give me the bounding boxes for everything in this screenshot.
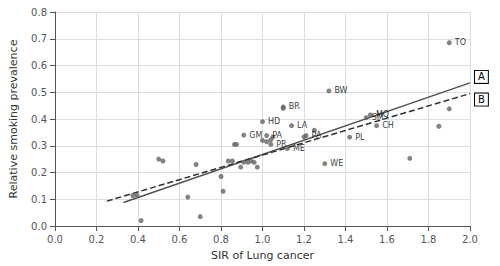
svg-text:LA: LA xyxy=(297,121,308,130)
svg-text:PR: PR xyxy=(276,140,287,149)
svg-text:0.8: 0.8 xyxy=(31,7,47,18)
svg-text:A: A xyxy=(478,71,485,82)
svg-text:PA: PA xyxy=(312,131,322,140)
svg-text:0.4: 0.4 xyxy=(130,234,146,245)
svg-text:CH: CH xyxy=(382,121,394,130)
svg-text:0.1: 0.1 xyxy=(31,194,47,205)
svg-text:WE: WE xyxy=(330,159,343,168)
svg-text:0.7: 0.7 xyxy=(31,33,47,44)
svg-text:B: B xyxy=(478,94,485,105)
svg-text:1.8: 1.8 xyxy=(421,234,437,245)
svg-text:BW: BW xyxy=(334,86,347,95)
svg-text:TO: TO xyxy=(454,38,466,47)
svg-text:1.6: 1.6 xyxy=(379,234,395,245)
svg-text:0.0: 0.0 xyxy=(47,234,63,245)
svg-text:0.5: 0.5 xyxy=(31,87,47,98)
svg-text:0.0: 0.0 xyxy=(31,221,47,232)
svg-text:ME: ME xyxy=(293,144,305,153)
svg-text:SIR of Lung cancer: SIR of Lung cancer xyxy=(211,249,314,262)
svg-text:0.6: 0.6 xyxy=(31,60,47,71)
svg-text:MQ: MQ xyxy=(376,110,389,119)
svg-text:1.0: 1.0 xyxy=(255,234,271,245)
svg-text:0.2: 0.2 xyxy=(31,167,47,178)
svg-text:Relative smoking prevalence: Relative smoking prevalence xyxy=(7,39,20,198)
svg-text:1.4: 1.4 xyxy=(338,234,354,245)
svg-text:1.2: 1.2 xyxy=(296,234,312,245)
svg-text:PL: PL xyxy=(355,133,365,142)
svg-text:0.6: 0.6 xyxy=(172,234,188,245)
svg-text:HD: HD xyxy=(268,117,280,126)
svg-text:PA: PA xyxy=(272,131,282,140)
svg-text:GM: GM xyxy=(249,131,262,140)
svg-text:0.8: 0.8 xyxy=(213,234,229,245)
svg-text:0.4: 0.4 xyxy=(31,114,47,125)
svg-text:0.3: 0.3 xyxy=(31,140,47,151)
svg-text:BR: BR xyxy=(289,102,300,111)
svg-text:0.2: 0.2 xyxy=(89,234,105,245)
svg-text:2.0: 2.0 xyxy=(462,234,478,245)
